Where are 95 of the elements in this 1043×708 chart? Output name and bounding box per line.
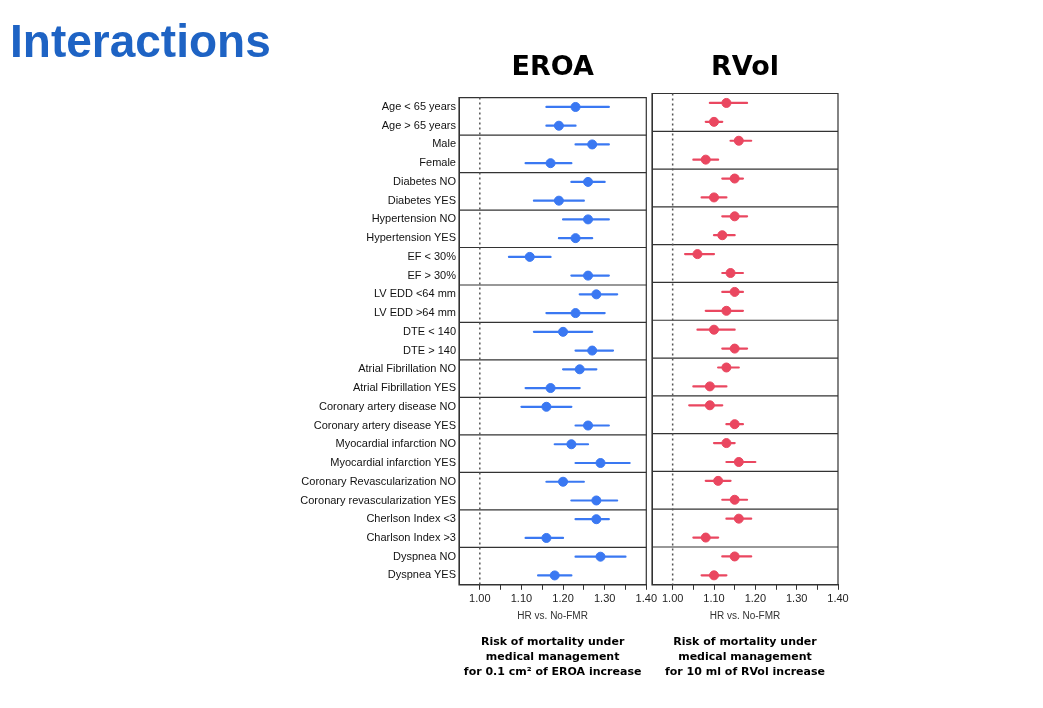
y-tick-label: Coronary revascularization YES — [300, 493, 456, 506]
text: Risk of mortality under medical management for 0.1 cm² of EROA increase — [463, 634, 642, 679]
y-tick-label: Charlson Index >3 — [366, 530, 456, 543]
y-tick-label: Diabetes NO — [393, 174, 457, 187]
x-tick-label: 1.20 — [552, 592, 574, 605]
y-tick-label: Dyspnea NO — [393, 549, 457, 562]
point — [541, 532, 552, 543]
point — [721, 362, 732, 373]
y-tick-label: Myocardial infarction NO — [335, 437, 457, 450]
point — [721, 97, 732, 108]
y-tick-label: Hypertension YES — [366, 231, 456, 244]
x-tick-label: 1.10 — [703, 592, 725, 605]
point — [583, 214, 594, 225]
y-tick-label: Myocardial infarction YES — [330, 456, 456, 469]
point — [595, 551, 606, 562]
x-tick-label: 1.20 — [744, 592, 767, 605]
point — [545, 383, 556, 394]
x-tick-label: 1.10 — [510, 592, 533, 605]
point — [541, 401, 552, 412]
text: Interactions — [10, 14, 271, 68]
point — [570, 308, 581, 319]
point — [549, 570, 560, 581]
point — [553, 120, 564, 131]
point — [692, 249, 703, 260]
point — [583, 270, 594, 281]
y-tick-label: Coronary Revascularization NO — [301, 474, 457, 487]
y-tick-label: LV EDD <64 mm — [373, 287, 456, 300]
point — [587, 345, 598, 356]
point — [704, 400, 715, 411]
x-tick-label: 1.00 — [661, 592, 684, 605]
point — [553, 195, 564, 206]
point — [591, 289, 602, 300]
point — [709, 570, 719, 581]
point — [524, 251, 535, 262]
point — [591, 495, 602, 506]
point — [709, 192, 719, 203]
point — [729, 494, 740, 505]
point — [558, 326, 569, 337]
y-tick-label: Atrial Fibrillation NO — [358, 362, 457, 375]
y-tick-label: Atrial Fibrillation YES — [352, 381, 456, 394]
point — [700, 154, 711, 165]
point — [733, 456, 744, 467]
y-tick-label: EF < 30% — [407, 249, 457, 262]
y-tick-label: Diabetes YES — [387, 193, 456, 206]
point — [713, 475, 724, 486]
point — [725, 268, 736, 279]
point — [704, 381, 715, 392]
point — [587, 139, 598, 150]
y-tick-label: LV EDD >64 mm — [373, 306, 456, 319]
x-tick-label: 1.40 — [827, 592, 849, 605]
y-tick-label: Male — [432, 137, 456, 150]
point — [729, 173, 740, 184]
point — [574, 364, 585, 375]
y-tick-label: Coronary artery disease NO — [319, 399, 457, 412]
text: Risk of mortality under medical management for 10 ml of RVol increase — [665, 634, 825, 679]
x-tick-label: 1.30 — [785, 592, 808, 605]
point — [717, 230, 728, 241]
point — [583, 176, 594, 187]
point — [709, 324, 719, 335]
y-tick-label: DTE < 140 — [403, 324, 456, 337]
point — [733, 135, 744, 146]
point — [566, 439, 577, 450]
y-tick-label: Age < 65 years — [381, 100, 457, 112]
point — [545, 158, 556, 169]
y-tick-label: Cherlson Index <3 — [366, 512, 456, 525]
y-tick-label: Female — [419, 156, 456, 169]
y-tick-label: Age > 65 years — [381, 118, 457, 131]
y-tick-label: EF > 30% — [407, 268, 457, 281]
x-tick-label: 1.00 — [469, 592, 491, 605]
chart-title: EROA — [511, 50, 594, 81]
x-axis-title: HR vs. No-FMR — [709, 609, 781, 621]
chart-title: RVol — [710, 50, 780, 81]
x-tick-label: 1.40 — [635, 592, 658, 605]
point — [583, 420, 594, 431]
point — [729, 419, 740, 430]
point — [709, 116, 719, 127]
y-tick-label: Dyspnea YES — [387, 568, 456, 581]
point — [729, 343, 740, 354]
point — [729, 211, 740, 222]
point — [700, 532, 711, 543]
x-tick-label: 1.30 — [593, 592, 616, 605]
point — [729, 286, 740, 297]
point — [733, 513, 744, 524]
point — [721, 438, 732, 449]
point — [595, 458, 606, 468]
point — [729, 551, 740, 562]
y-tick-label: DTE > 140 — [403, 343, 456, 356]
x-axis-title: HR vs. No-FMR — [517, 609, 588, 621]
point — [570, 101, 581, 112]
point — [558, 476, 569, 487]
point — [721, 305, 732, 316]
y-tick-label: Coronary artery disease YES — [313, 418, 456, 431]
point — [570, 233, 581, 244]
y-tick-label: Hypertension NO — [371, 212, 457, 225]
point — [591, 514, 602, 525]
